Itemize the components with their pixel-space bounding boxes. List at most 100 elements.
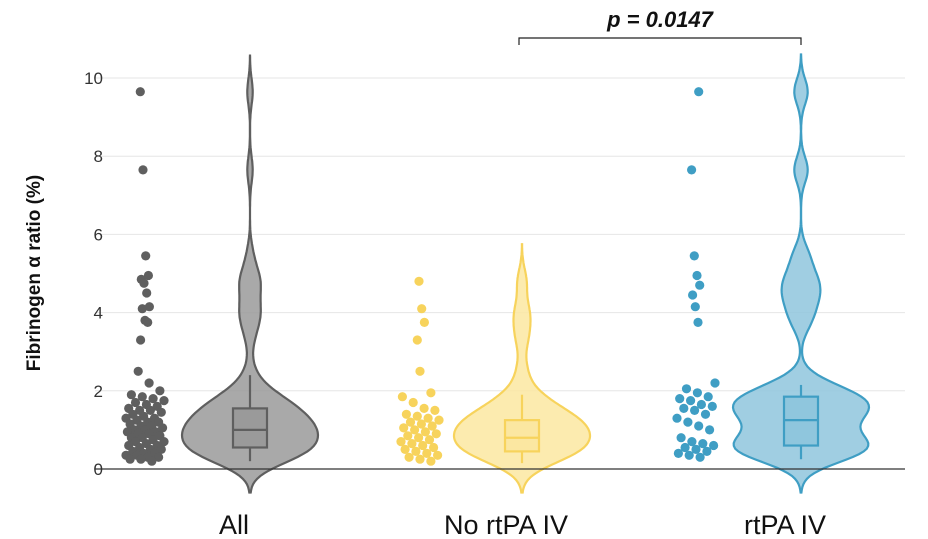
data-point <box>695 280 705 290</box>
data-point <box>431 429 441 439</box>
data-point <box>429 442 439 453</box>
data-point <box>417 304 427 314</box>
data-point <box>159 396 169 406</box>
data-point <box>673 448 684 458</box>
y-tick-label: 10 <box>84 69 103 88</box>
significance-annotation: p = 0.0147 <box>518 7 802 45</box>
data-point <box>696 399 707 410</box>
data-point <box>125 454 135 464</box>
gridlines <box>95 77 905 392</box>
data-point <box>703 392 713 402</box>
p-value-label: p = 0.0147 <box>606 7 715 32</box>
data-point <box>400 444 410 454</box>
data-point <box>672 413 682 423</box>
data-point <box>709 440 719 451</box>
data-point <box>695 452 705 462</box>
data-point <box>136 454 146 464</box>
violin-group <box>672 53 871 494</box>
data-point <box>426 388 436 398</box>
y-tick-label: 8 <box>94 147 103 166</box>
data-point <box>684 450 694 460</box>
data-point <box>694 421 704 431</box>
data-point <box>144 302 154 312</box>
data-point <box>686 396 696 406</box>
data-point <box>688 290 698 300</box>
data-point <box>419 317 429 327</box>
data-point <box>158 423 168 433</box>
data-point <box>136 335 146 345</box>
data-point <box>691 444 701 454</box>
data-point <box>139 278 149 288</box>
data-point <box>422 448 432 458</box>
data-point <box>427 421 437 431</box>
data-point <box>426 456 436 466</box>
y-tick-label: 2 <box>94 382 103 401</box>
data-point <box>415 366 425 376</box>
data-point <box>690 302 700 312</box>
data-point <box>419 403 429 413</box>
data-point <box>680 442 690 453</box>
data-point <box>404 452 414 462</box>
data-point <box>405 417 416 427</box>
data-point <box>148 394 158 404</box>
data-point <box>414 433 424 443</box>
data-point <box>676 433 686 443</box>
data-point <box>399 423 409 433</box>
data-point <box>137 392 147 402</box>
data-point <box>430 405 440 415</box>
data-point <box>403 431 413 441</box>
data-point <box>147 456 157 466</box>
data-point <box>145 405 155 415</box>
data-point <box>690 405 700 415</box>
box <box>231 407 269 449</box>
data-point <box>687 437 697 447</box>
data-point <box>415 454 425 464</box>
data-point <box>143 317 153 327</box>
data-point <box>396 437 406 447</box>
data-point <box>137 304 147 314</box>
data-point <box>694 87 704 97</box>
violin-shape <box>731 53 871 494</box>
data-point <box>144 378 154 388</box>
data-point <box>414 276 424 286</box>
data-point <box>687 165 697 175</box>
data-point <box>433 450 443 460</box>
data-point <box>154 452 164 462</box>
data-point <box>156 444 166 454</box>
data-point <box>412 335 422 345</box>
data-point <box>411 446 421 456</box>
data-point <box>408 397 418 408</box>
x-category-label: All <box>219 510 249 539</box>
data-point <box>126 390 136 400</box>
data-point <box>135 87 145 97</box>
data-point <box>130 397 141 408</box>
data-point <box>142 288 152 298</box>
data-point <box>707 401 717 411</box>
data-point <box>159 437 169 447</box>
x-axis-categories: All No rtPA IV rtPA IV <box>219 510 826 539</box>
data-point <box>143 270 153 281</box>
data-point <box>681 384 692 394</box>
x-category-label: No rtPA IV <box>444 510 568 539</box>
data-point <box>424 435 435 445</box>
data-point <box>693 317 703 327</box>
data-point <box>133 366 143 376</box>
data-point <box>418 440 428 451</box>
data-point <box>679 403 689 413</box>
data-point <box>416 419 426 429</box>
data-point <box>705 425 715 435</box>
violin-group <box>121 54 320 494</box>
violin-shape <box>180 54 320 494</box>
data-point <box>683 417 693 427</box>
data-point <box>138 165 148 175</box>
y-tick-label: 4 <box>94 304 103 323</box>
data-point <box>423 413 433 423</box>
data-point <box>692 388 703 398</box>
data-point <box>689 251 699 261</box>
y-tick-label: 6 <box>94 225 103 244</box>
data-point <box>156 407 166 417</box>
data-point <box>700 409 711 419</box>
data-point <box>155 386 165 396</box>
data-point <box>675 394 685 404</box>
